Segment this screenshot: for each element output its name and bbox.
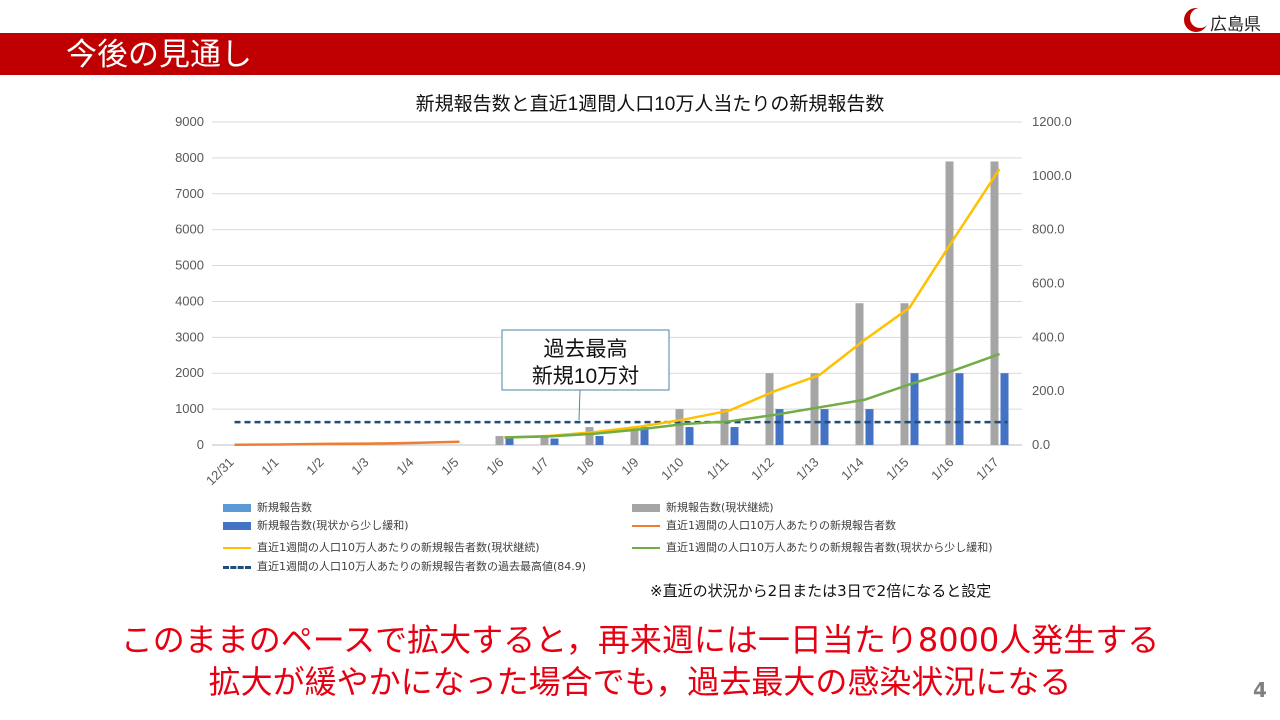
series-line bbox=[234, 440, 460, 446]
combo-chart: 新規報告数と直近1週間人口10万人当たりの新規報告数 0 1000 2000 3000 4… bbox=[175, 93, 1072, 489]
callout-text-1: 過去最高 bbox=[544, 338, 628, 361]
series-line bbox=[504, 352, 1000, 439]
bar bbox=[720, 409, 729, 445]
y2-tick-label: 400.0 bbox=[1032, 329, 1065, 344]
bar bbox=[540, 436, 549, 445]
bar bbox=[675, 409, 684, 445]
legend-swatch bbox=[223, 547, 251, 549]
bar bbox=[990, 161, 999, 445]
legend-label: 直近1週間の人口10万人あたりの新規報告者数 bbox=[666, 519, 896, 532]
page-title: 今後の見通し bbox=[66, 37, 252, 73]
x-tick-label: 1/15 bbox=[883, 455, 912, 484]
y2-tick-label: 1200.0 bbox=[1032, 114, 1072, 129]
legend-label: 直近1週間の人口10万人あたりの新規報告者数(現状継続) bbox=[257, 541, 540, 554]
callout-text-2: 新規10万対 bbox=[532, 365, 639, 388]
x-tick-label: 1/3 bbox=[348, 455, 371, 478]
legend-swatch bbox=[223, 566, 251, 569]
footnote: ※直近の状況から2日または3日で2倍になると設定 bbox=[650, 582, 992, 600]
x-tick-label: 1/1 bbox=[258, 455, 281, 478]
legend-swatch bbox=[632, 547, 660, 549]
bar bbox=[640, 427, 649, 445]
bar bbox=[865, 409, 874, 445]
x-tick-label: 1/14 bbox=[838, 455, 867, 484]
legend-label: 新規報告数(現状継続) bbox=[666, 501, 774, 514]
page-number: 4 bbox=[1253, 678, 1267, 702]
bar bbox=[550, 438, 559, 445]
logo-text: 広島県 bbox=[1210, 15, 1261, 35]
bar bbox=[765, 373, 774, 445]
x-tick-label: 1/5 bbox=[438, 455, 461, 478]
x-tick-label: 1/6 bbox=[483, 455, 506, 478]
message-line-1: このままのペースで拡大すると，再来週には一日当たり8000人発生する bbox=[120, 621, 1160, 659]
bar bbox=[945, 161, 954, 445]
legend-label: 新規報告数 bbox=[257, 501, 312, 514]
legend-swatch bbox=[223, 504, 251, 512]
bar bbox=[1000, 373, 1009, 445]
legend-swatch bbox=[632, 504, 660, 512]
y2-tick-label: 1000.0 bbox=[1032, 168, 1072, 183]
x-tick-label: 1/2 bbox=[303, 455, 326, 478]
y-tick-label: 0 bbox=[197, 437, 204, 452]
bar bbox=[685, 427, 694, 445]
callout-pointer bbox=[578, 389, 581, 421]
bar bbox=[775, 409, 784, 445]
x-tick-label: 12/31 bbox=[203, 455, 237, 489]
message-line-2: 拡大が緩やかになった場合でも，過去最大の感染状況になる bbox=[208, 663, 1072, 701]
callout-box bbox=[501, 329, 670, 391]
y2-tick-label: 800.0 bbox=[1032, 222, 1065, 237]
y-tick-label: 4000 bbox=[175, 293, 204, 308]
bar bbox=[855, 303, 864, 445]
x-tick-label: 1/17 bbox=[973, 455, 1002, 484]
bar bbox=[630, 427, 639, 445]
x-tick-label: 1/7 bbox=[528, 455, 551, 478]
x-tick-label: 1/13 bbox=[793, 455, 822, 484]
y-tick-label: 1000 bbox=[175, 401, 204, 416]
bar bbox=[900, 303, 909, 445]
y-tick-label: 2000 bbox=[175, 365, 204, 380]
legend-label: 直近1週間の人口10万人あたりの新規報告者数(現状から少し緩和) bbox=[666, 541, 993, 554]
y-tick-label: 6000 bbox=[175, 222, 204, 237]
y-tick-label: 7000 bbox=[175, 186, 204, 201]
bar bbox=[595, 436, 604, 445]
x-tick-label: 1/8 bbox=[573, 455, 596, 478]
y-tick-label: 9000 bbox=[175, 114, 204, 129]
bar bbox=[820, 409, 829, 445]
bar bbox=[730, 427, 739, 445]
legend-swatch bbox=[223, 522, 251, 530]
x-tick-label: 1/11 bbox=[704, 455, 732, 483]
chart-title: 新規報告数と直近1週間人口10万人当たりの新規報告数 bbox=[416, 93, 885, 115]
hiroshima-prefecture-logo-icon bbox=[1184, 8, 1210, 32]
legend-label: 直近1週間の人口10万人あたりの新規報告者数の過去最高値(84.9) bbox=[257, 560, 587, 573]
series-line bbox=[504, 168, 1001, 439]
logo: 広島県 bbox=[1180, 6, 1276, 35]
y-tick-label: 8000 bbox=[175, 150, 204, 165]
y-tick-label: 3000 bbox=[175, 329, 204, 344]
x-tick-label: 1/10 bbox=[658, 455, 687, 484]
y2-tick-label: 600.0 bbox=[1032, 276, 1065, 291]
y-tick-label: 5000 bbox=[175, 258, 204, 273]
legend-swatch bbox=[632, 525, 660, 527]
bar bbox=[505, 438, 514, 445]
bar bbox=[910, 373, 919, 445]
x-tick-label: 1/4 bbox=[393, 455, 416, 478]
x-tick-label: 1/16 bbox=[928, 455, 957, 484]
y2-tick-label: 200.0 bbox=[1032, 383, 1065, 398]
header-bar bbox=[0, 33, 1280, 75]
bar bbox=[585, 427, 594, 445]
x-tick-label: 1/9 bbox=[618, 455, 641, 478]
bar bbox=[955, 373, 964, 445]
bar bbox=[495, 436, 504, 445]
y2-tick-label: 0.0 bbox=[1032, 437, 1050, 452]
x-tick-label: 1/12 bbox=[748, 455, 777, 484]
legend-label: 新規報告数(現状から少し緩和) bbox=[257, 519, 409, 532]
